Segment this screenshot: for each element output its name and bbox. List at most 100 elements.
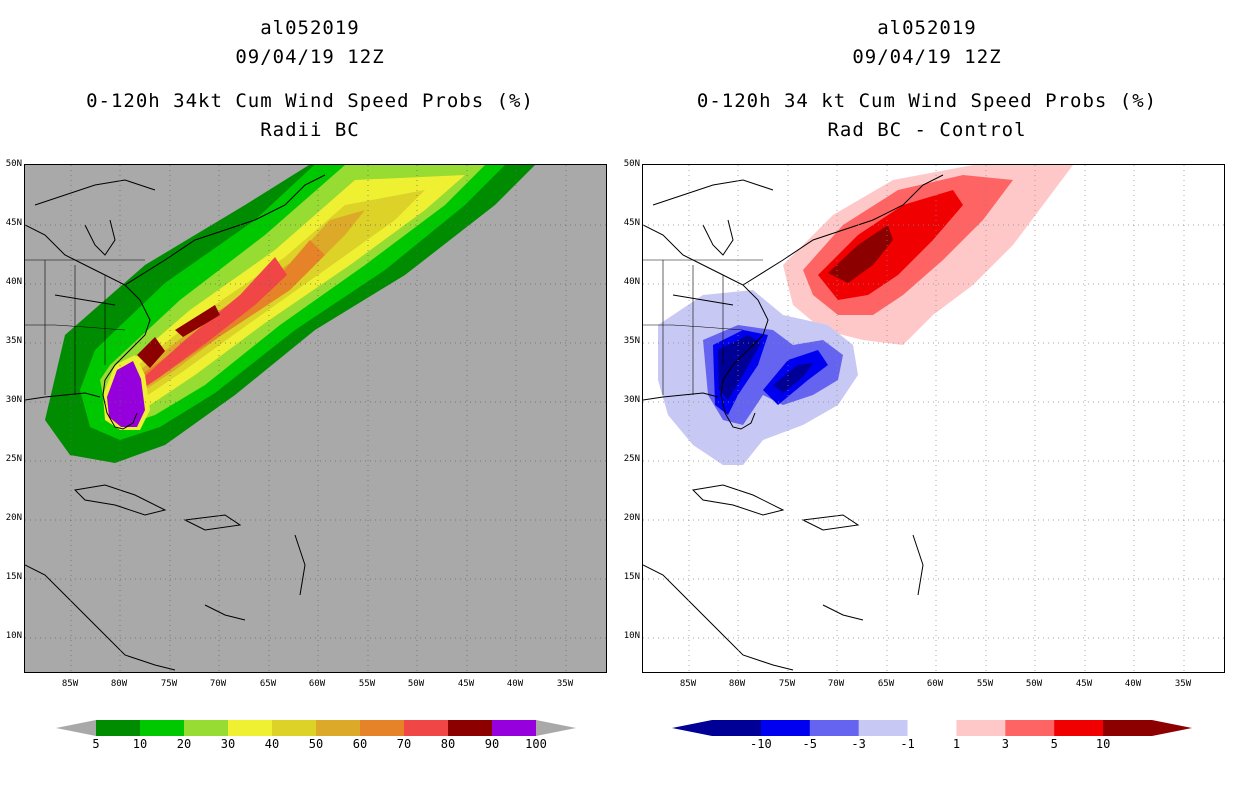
lon-label: 35W <box>556 679 574 689</box>
left-colorbar-swatch <box>316 720 361 736</box>
left-map-panel <box>24 164 607 673</box>
left-title-date: 09/04/19 12Z <box>235 46 385 68</box>
lon-label: 65W <box>259 679 277 689</box>
left-colorbar-label: 50 <box>308 737 324 751</box>
right-colorbar <box>672 720 1192 736</box>
right-colorbar-label: -5 <box>802 737 817 751</box>
lat-label: 35N <box>5 336 22 346</box>
left-colorbar-label: 100 <box>525 737 547 751</box>
lon-label: 70W <box>827 679 845 689</box>
right-colorbar-swatch <box>712 720 762 736</box>
left-colorbar-label: 10 <box>132 737 148 751</box>
right-colorbar-label: -10 <box>750 737 772 751</box>
right-colorbar-swatch <box>809 720 860 736</box>
left-colorbar-swatch <box>228 720 273 736</box>
left-colorbar-label: 60 <box>352 737 368 751</box>
lat-label: 45N <box>623 218 640 228</box>
lon-label: 45W <box>1075 679 1093 689</box>
lon-label: 80W <box>728 679 746 689</box>
right-title-storm-id: al052019 <box>877 17 977 39</box>
left-colorbar-low-arrow <box>56 720 96 736</box>
left-colorbar-swatch <box>96 720 141 736</box>
right-grid <box>643 165 1224 672</box>
left-coastlines <box>25 174 326 671</box>
left-colorbar-swatch <box>448 720 493 736</box>
left-colorbar-swatch <box>272 720 317 736</box>
lat-label: 25N <box>5 454 22 464</box>
prob-band-100 <box>107 361 145 427</box>
diff-pos-10 <box>828 225 893 283</box>
prob-band-80 <box>137 305 220 368</box>
left-colorbar-swatch <box>492 720 537 736</box>
lon-label: 35W <box>1174 679 1192 689</box>
right-colorbar-label: 5 <box>1050 737 1058 751</box>
lon-label: 55W <box>976 679 994 689</box>
left-colorbar-swatch <box>360 720 405 736</box>
lon-label: 60W <box>926 679 944 689</box>
right-colorbar-swatch <box>760 720 811 736</box>
left-state-borders <box>25 259 145 395</box>
right-colorbar-swatch <box>956 720 1006 736</box>
lat-label: 25N <box>623 454 640 464</box>
left-title-product: 0-120h 34kt Cum Wind Speed Probs (%) <box>86 90 534 112</box>
left-title-variant: Radii BC <box>260 119 360 141</box>
lat-label: 10N <box>623 631 640 641</box>
left-colorbar-swatch <box>404 720 449 736</box>
left-map-svg <box>25 165 606 672</box>
lon-label: 80W <box>110 679 128 689</box>
lat-label: 10N <box>5 631 22 641</box>
right-colorbar-label: 1 <box>952 737 961 751</box>
right-colorbar-label: 10 <box>1095 737 1111 751</box>
lat-label: 30N <box>623 395 640 405</box>
left-colorbar-swatch <box>184 720 229 736</box>
right-map-svg <box>643 165 1224 672</box>
right-colorbar-label: -3 <box>851 737 866 751</box>
lon-label: 45W <box>457 679 475 689</box>
lat-label: 20N <box>5 513 22 523</box>
right-colorbar-swatch <box>1005 720 1055 736</box>
left-colorbar-high-arrow <box>536 720 576 736</box>
lat-label: 50N <box>5 159 22 169</box>
left-colorbar-label: 20 <box>176 737 192 751</box>
right-title-variant: Rad BC - Control <box>827 119 1027 141</box>
left-colorbar <box>56 720 576 736</box>
left-colorbar-label: 70 <box>396 737 412 751</box>
lon-label: 55W <box>358 679 376 689</box>
lon-label: 60W <box>308 679 326 689</box>
lon-label: 75W <box>778 679 796 689</box>
right-colorbar-label: 3 <box>1001 737 1009 751</box>
lat-label: 35N <box>623 336 640 346</box>
lon-label: 75W <box>160 679 178 689</box>
left-colorbar-swatch <box>140 720 185 736</box>
prob-band-70 <box>133 257 287 391</box>
lat-label: 45N <box>5 218 22 228</box>
lat-label: 15N <box>623 572 640 582</box>
lon-label: 85W <box>679 679 697 689</box>
lon-label: 85W <box>61 679 79 689</box>
left-colorbar-label: 90 <box>484 737 500 751</box>
lon-label: 70W <box>209 679 227 689</box>
right-colorbar-swatch <box>858 720 909 736</box>
right-colorbar-swatch <box>1054 720 1104 736</box>
lat-label: 15N <box>5 572 22 582</box>
lon-label: 65W <box>877 679 895 689</box>
right-colorbar-label: -1 <box>900 737 915 751</box>
right-colorbar-low-arrow <box>672 720 712 736</box>
diff-neg-10 <box>718 335 813 400</box>
lon-label: 50W <box>407 679 425 689</box>
right-title-date: 09/04/19 12Z <box>852 46 1002 68</box>
right-colorbar-swatch <box>907 720 957 736</box>
lat-label: 40N <box>623 277 640 287</box>
left-title-storm-id: al052019 <box>260 17 360 39</box>
left-colorbar-label: 5 <box>92 737 100 751</box>
lon-label: 40W <box>506 679 524 689</box>
lon-label: 40W <box>1124 679 1142 689</box>
right-colorbar-high-arrow <box>1152 720 1192 736</box>
lat-label: 30N <box>5 395 22 405</box>
lon-label: 50W <box>1025 679 1043 689</box>
lat-label: 50N <box>623 159 640 169</box>
left-colorbar-label: 30 <box>220 737 236 751</box>
left-grid <box>25 165 606 672</box>
right-title-product: 0-120h 34 kt Cum Wind Speed Probs (%) <box>696 90 1158 112</box>
lat-label: 40N <box>5 277 22 287</box>
